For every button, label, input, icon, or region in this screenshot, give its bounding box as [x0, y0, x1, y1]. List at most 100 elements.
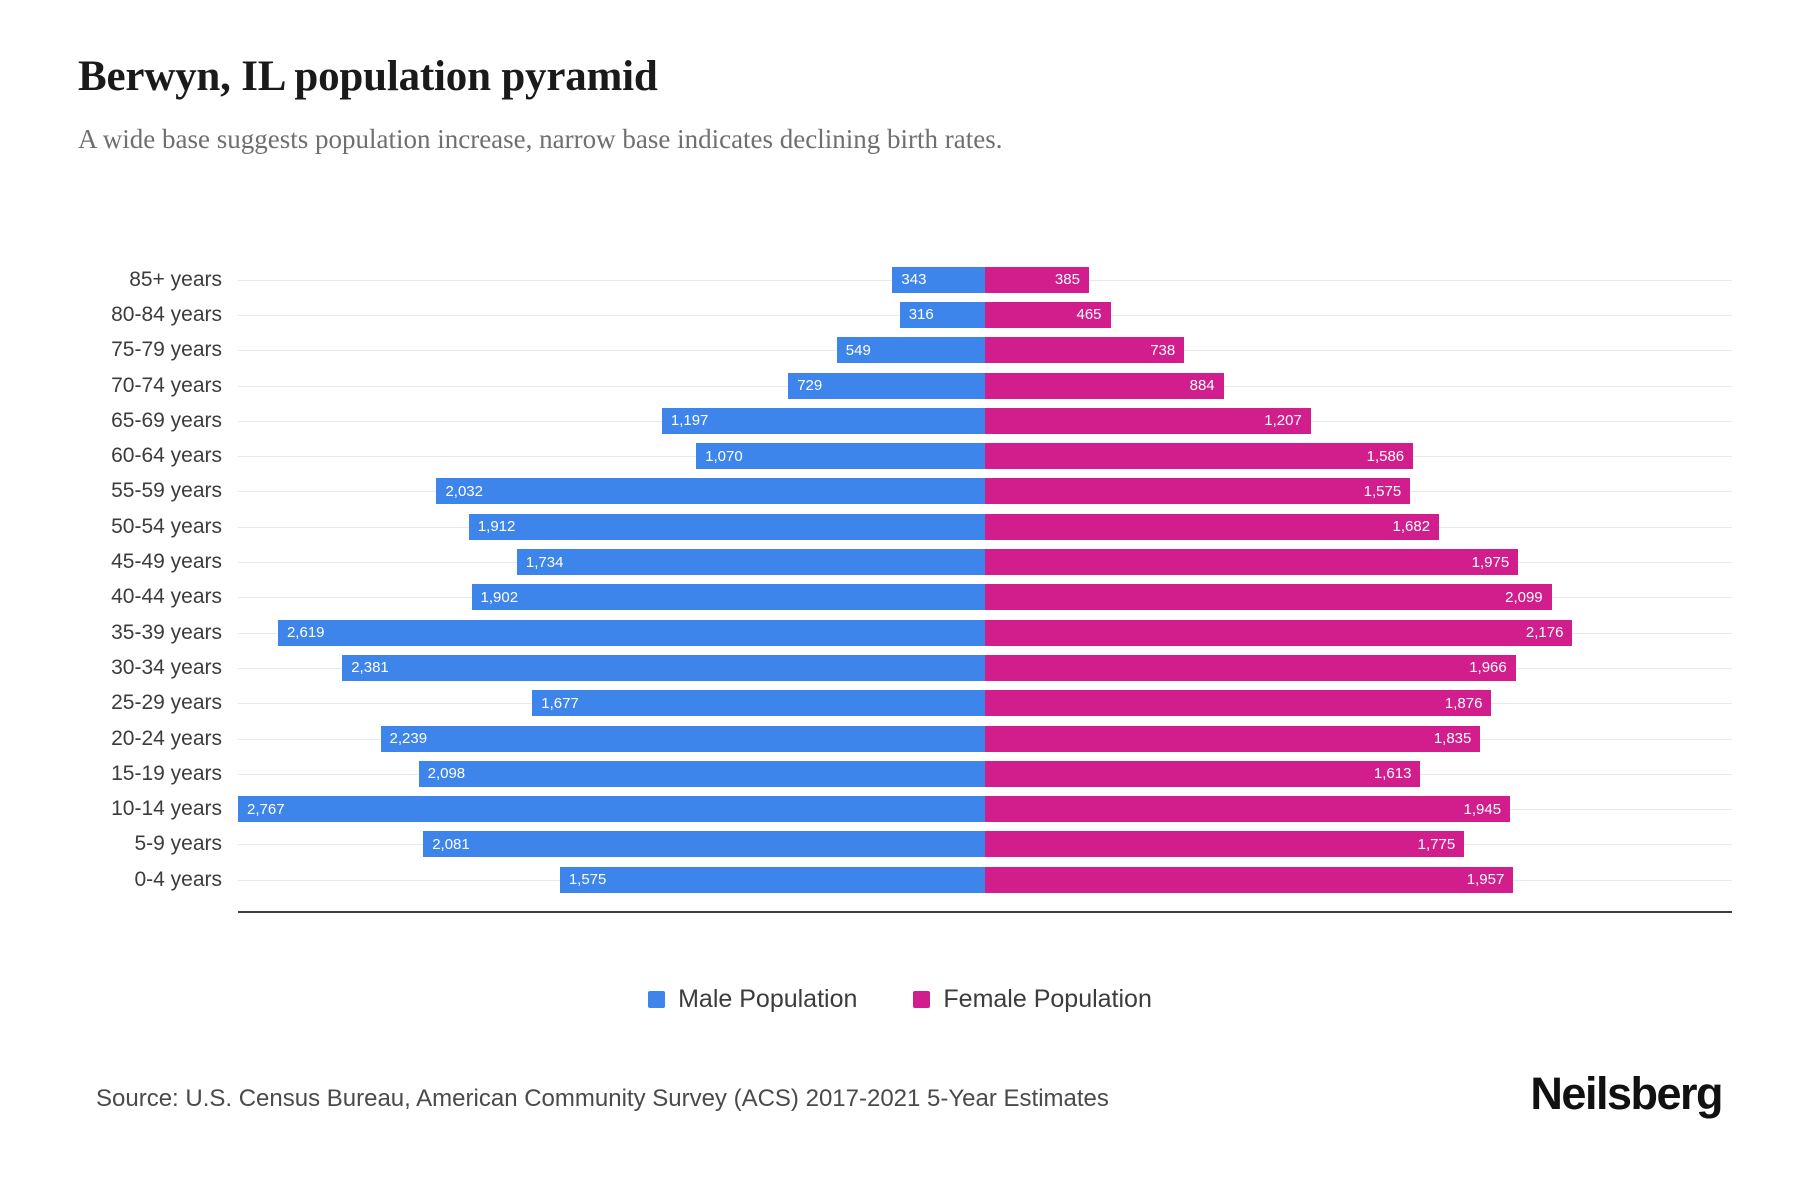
age-group-label: 5-9 years — [134, 832, 222, 856]
male-bar[interactable]: 2,239 — [380, 725, 985, 752]
male-bar[interactable]: 1,070 — [696, 443, 985, 470]
female-bar-value: 1,945 — [1463, 800, 1502, 818]
age-group-label: 35-39 years — [111, 620, 222, 644]
bar-track: 2,239 1,835 — [238, 721, 1732, 756]
bar-track: 2,081 1,775 — [238, 827, 1732, 862]
bar-track: 2,619 2,176 — [238, 615, 1732, 650]
male-bar[interactable]: 549 — [836, 337, 985, 364]
female-bar[interactable]: 2,176 — [985, 619, 1573, 646]
bar-rows: 85+ years 343 385 80-84 years 316 465 75-79 ye… — [78, 262, 1732, 897]
bar-track: 729 884 — [238, 368, 1732, 403]
age-group-label: 55-59 years — [111, 479, 222, 503]
age-group-label: 0-4 years — [134, 867, 222, 891]
male-bar-value: 1,902 — [480, 588, 519, 606]
female-bar[interactable]: 1,945 — [985, 796, 1511, 823]
table-row: 30-34 years 2,381 1,966 — [78, 650, 1732, 685]
male-bar[interactable]: 1,575 — [559, 866, 985, 893]
male-bar[interactable]: 2,619 — [277, 619, 985, 646]
female-bar[interactable]: 1,586 — [985, 443, 1414, 470]
table-row: 85+ years 343 385 — [78, 262, 1732, 297]
male-bar-value: 2,381 — [351, 659, 389, 677]
male-bar[interactable]: 2,098 — [418, 760, 985, 787]
brand-logo: Neilsberg — [1530, 1068, 1723, 1119]
female-bar[interactable]: 1,957 — [985, 866, 1514, 893]
plot-area: 85+ years 343 385 80-84 years 316 465 75-79 ye… — [78, 262, 1732, 913]
bar-pair: 2,032 1,575 — [238, 474, 1732, 509]
male-bar[interactable]: 1,912 — [468, 513, 985, 540]
male-bar[interactable]: 2,081 — [423, 831, 985, 858]
female-bar[interactable]: 1,613 — [985, 760, 1421, 787]
male-bar-value: 1,912 — [477, 518, 516, 536]
male-bar-value: 1,575 — [568, 871, 607, 889]
female-bar[interactable]: 1,775 — [985, 831, 1465, 858]
male-bar-value: 2,619 — [286, 624, 325, 642]
female-bar[interactable]: 1,835 — [985, 725, 1481, 752]
table-row: 75-79 years 549 738 — [78, 333, 1732, 368]
female-bar-value: 1,775 — [1417, 835, 1456, 853]
female-bar[interactable]: 2,099 — [985, 584, 1552, 611]
bar-pair: 2,619 2,176 — [238, 615, 1732, 650]
female-bar-value: 1,613 — [1373, 765, 1412, 783]
legend-item-male[interactable]: Male Population — [648, 985, 857, 1014]
female-bar[interactable]: 1,207 — [985, 407, 1311, 434]
male-bar-value: 1,197 — [670, 412, 709, 430]
female-bar-value: 1,876 — [1444, 694, 1483, 712]
bar-pair: 1,575 1,957 — [238, 862, 1732, 897]
male-bar[interactable]: 2,032 — [436, 478, 985, 505]
male-bar[interactable]: 1,197 — [661, 407, 985, 434]
female-bar-value: 1,207 — [1264, 412, 1302, 430]
bar-track: 343 385 — [238, 262, 1732, 297]
bar-pair: 549 738 — [238, 333, 1732, 368]
female-bar-value: 1,586 — [1366, 447, 1405, 465]
female-bar[interactable]: 1,575 — [985, 478, 1411, 505]
table-row: 60-64 years 1,070 1,586 — [78, 438, 1732, 473]
bar-pair: 729 884 — [238, 368, 1732, 403]
male-bar[interactable]: 316 — [899, 301, 985, 328]
bar-track: 2,381 1,966 — [238, 650, 1732, 685]
female-bar-value: 2,176 — [1525, 624, 1564, 642]
bar-pair: 1,197 1,207 — [238, 403, 1732, 438]
female-bar[interactable]: 1,876 — [985, 690, 1492, 717]
male-bar[interactable]: 1,677 — [532, 690, 985, 717]
male-bar-value: 316 — [908, 306, 934, 324]
male-bar[interactable]: 729 — [788, 372, 985, 399]
x-axis-line — [238, 911, 1732, 913]
female-bar-value: 465 — [1076, 306, 1102, 324]
male-bar-value: 2,098 — [427, 765, 466, 783]
legend-swatch-female-icon — [913, 991, 931, 1008]
female-bar[interactable]: 1,975 — [985, 549, 1519, 576]
legend-label-male: Male Population — [678, 985, 858, 1013]
table-row: 45-49 years 1,734 1,975 — [78, 544, 1732, 579]
legend-item-female[interactable]: Female Population — [913, 985, 1152, 1014]
age-group-label: 50-54 years — [111, 514, 222, 538]
chart-legend: Male Population Female Population — [0, 985, 1800, 1014]
page-title: Berwyn, IL population pyramid — [78, 53, 658, 100]
male-bar[interactable]: 2,767 — [238, 796, 985, 823]
male-bar[interactable]: 2,381 — [342, 654, 985, 681]
female-bar[interactable]: 385 — [985, 266, 1089, 293]
bar-pair: 1,070 1,586 — [238, 438, 1732, 473]
bar-pair: 1,677 1,876 — [238, 686, 1732, 721]
male-bar[interactable]: 1,734 — [516, 549, 985, 576]
table-row: 80-84 years 316 465 — [78, 297, 1732, 332]
female-bar[interactable]: 1,966 — [985, 654, 1516, 681]
male-bar-value: 1,677 — [541, 694, 579, 712]
male-bar[interactable]: 343 — [892, 266, 985, 293]
female-bar-value: 1,835 — [1433, 730, 1472, 747]
female-bar[interactable]: 465 — [985, 301, 1111, 328]
male-bar-value: 729 — [797, 377, 823, 395]
male-bar-value: 343 — [901, 271, 927, 289]
table-row: 55-59 years 2,032 1,575 — [78, 474, 1732, 509]
bar-track: 2,767 1,945 — [238, 791, 1732, 826]
age-group-label: 70-74 years — [111, 373, 222, 397]
bar-pair: 2,081 1,775 — [238, 827, 1732, 862]
male-bar[interactable]: 1,902 — [471, 584, 985, 611]
bar-pair: 343 385 — [238, 262, 1732, 297]
female-bar[interactable]: 738 — [985, 337, 1185, 364]
table-row: 65-69 years 1,197 1,207 — [78, 403, 1732, 438]
female-bar[interactable]: 884 — [985, 372, 1224, 399]
age-group-label: 40-44 years — [111, 585, 222, 609]
female-bar[interactable]: 1,682 — [985, 513, 1440, 540]
bar-track: 2,098 1,613 — [238, 756, 1732, 791]
